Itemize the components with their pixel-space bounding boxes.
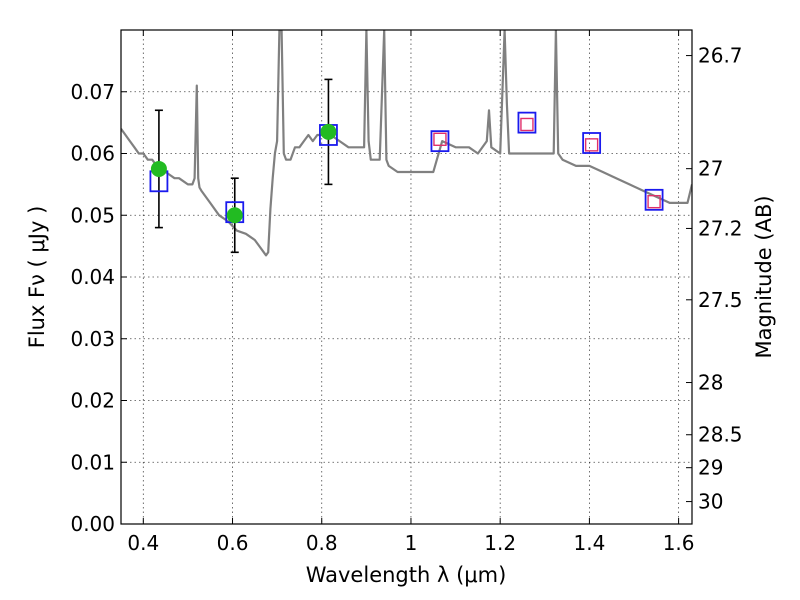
x-axis-label: Wavelength λ (μm) (306, 563, 507, 587)
y-tick-label: 0.04 (70, 265, 115, 289)
marker-layer (149, 78, 664, 254)
right-tick-label: 27.5 (698, 288, 743, 312)
right-axis: 26.7 27 27.2 27.5 28 28.5 29 30 (686, 44, 743, 514)
model-box (430, 130, 450, 153)
x-tick-label: 0.6 (217, 531, 249, 555)
y-tick-label: 0.02 (70, 389, 115, 413)
model-box (582, 132, 602, 154)
observed-point (150, 160, 167, 177)
y-tick-label: 0.06 (70, 142, 115, 166)
y-tick-label: 0.07 (70, 80, 115, 104)
ir-box (433, 132, 447, 146)
spectrum-layer (121, 30, 692, 257)
ir-box (584, 138, 599, 152)
ir-box (647, 194, 661, 209)
y-axis-label: Flux Fν ( μJy ) (25, 206, 49, 349)
y-tick-label: 0.01 (70, 450, 115, 474)
x-axis: 0.4 0.6 0.8 1 1.2 1.4 1.6 (127, 30, 695, 555)
right-tick-label: 27 (698, 157, 723, 181)
x-tick-label: 1 (405, 531, 418, 555)
model-box (517, 111, 537, 134)
y-axis: 0.00 0.01 0.02 0.03 0.04 0.05 0.06 0.07 (70, 80, 127, 536)
right-tick-label: 30 (698, 490, 723, 514)
right-tick-label: 28.5 (698, 423, 743, 447)
model-box (644, 188, 664, 211)
observed-point (226, 207, 243, 224)
y-tick-label: 0.05 (70, 203, 115, 227)
y-tick-label: 0.00 (70, 512, 115, 536)
right-axis-label: Magnitude (AB) (752, 195, 776, 358)
right-tick-label: 28 (698, 371, 723, 395)
right-tick-label: 26.7 (698, 44, 743, 68)
ir-box (520, 117, 534, 132)
y-tick-label: 0.03 (70, 327, 115, 351)
x-tick-label: 1.6 (663, 531, 695, 555)
x-tick-label: 0.8 (306, 531, 338, 555)
spectrum-line (121, 30, 692, 257)
observed-point (320, 123, 337, 140)
grid (121, 30, 692, 524)
x-tick-label: 1.4 (573, 531, 605, 555)
right-tick-label: 29 (698, 456, 723, 480)
x-tick-label: 1.2 (484, 531, 516, 555)
x-tick-label: 0.4 (127, 531, 159, 555)
right-tick-label: 27.2 (698, 216, 743, 240)
